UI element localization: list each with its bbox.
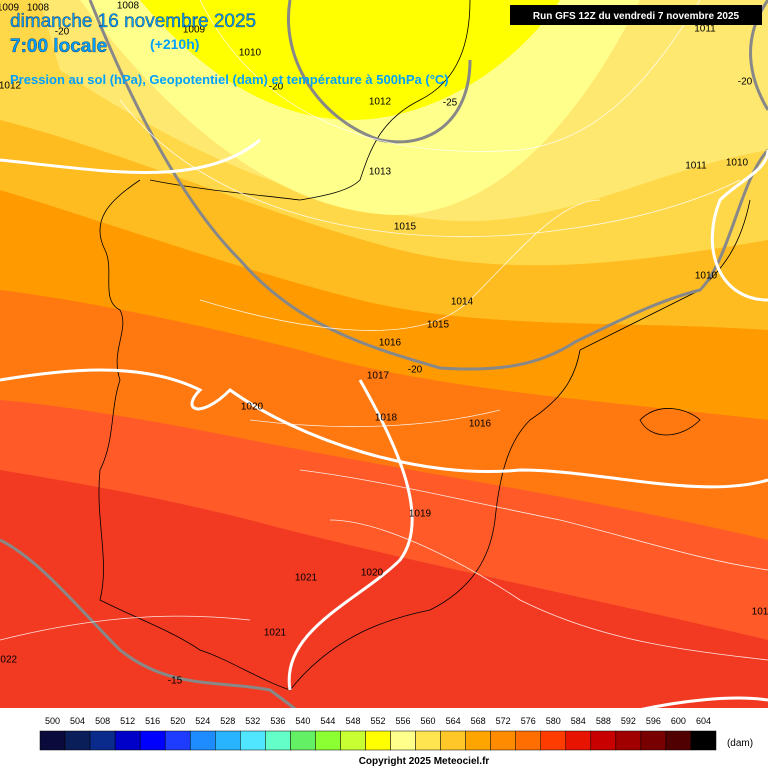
- colorbar-tick-label: 508: [95, 716, 110, 726]
- colorbar-tick-label: 528: [220, 716, 235, 726]
- colorbar-swatch: [365, 730, 391, 751]
- colorbar-tick-label: 576: [521, 716, 536, 726]
- isobar-lines-main: [0, 138, 768, 768]
- colorbar-swatch: [89, 730, 116, 751]
- colorbar-tick-label: 536: [270, 716, 285, 726]
- colorbar-tick-label: 544: [320, 716, 335, 726]
- colorbar-swatch: [640, 730, 667, 751]
- pressure-label: 1010: [726, 158, 749, 169]
- map-title: dimanche 16 novembre 2025: [10, 11, 256, 32]
- temperature-label: -20: [738, 77, 753, 88]
- pressure-label: 1009: [183, 25, 206, 36]
- forecast-time: 7:00 locale: [10, 36, 107, 57]
- pressure-label: 1019: [409, 509, 432, 520]
- pressure-label: 1012: [369, 97, 392, 108]
- temperature-label: -20: [408, 365, 423, 376]
- colorbar-swatch: [265, 730, 291, 751]
- colorbar-tick-label: 556: [396, 716, 411, 726]
- colorbar-tick-label: 524: [195, 716, 210, 726]
- colorbar-swatch: [114, 730, 141, 751]
- pressure-label: 1016: [379, 338, 402, 349]
- pressure-label: 1022: [0, 655, 18, 666]
- colorbar-swatch: [615, 730, 642, 751]
- colorbar-swatch: [240, 730, 266, 751]
- pressure-label: 1015: [427, 320, 450, 331]
- colorbar-tick-label: 552: [370, 716, 385, 726]
- colorbar-swatch: [515, 730, 541, 751]
- colorbar-swatch: [39, 730, 66, 751]
- colorbar-swatch: [565, 730, 592, 751]
- copyright: Copyright 2025 Meteociel.fr: [359, 756, 490, 767]
- colorbar-tick-label: 540: [295, 716, 310, 726]
- run-box: [510, 5, 762, 25]
- temperature-label: -20: [55, 27, 70, 38]
- colorbar-tick-label: 512: [120, 716, 135, 726]
- colorbar-swatch: [440, 730, 466, 751]
- temperature-label: -20: [269, 82, 284, 93]
- temperature-label: -25: [443, 98, 458, 109]
- pressure-label: 1020: [361, 568, 384, 579]
- colorbar-swatch: [465, 730, 491, 751]
- colorbar-tick-label: 516: [145, 716, 160, 726]
- pressure-label: 1016: [469, 419, 492, 430]
- pressure-label: 1017: [367, 371, 390, 382]
- pressure-label: 1010: [695, 271, 718, 282]
- temperature-label: -15: [168, 676, 183, 687]
- colorbar-tick-label: 600: [671, 716, 686, 726]
- pressure-label: 1018: [375, 413, 398, 424]
- pressure-label: 1012: [0, 81, 22, 92]
- pressure-label: 1015: [394, 222, 417, 233]
- pressure-label: 101: [752, 607, 768, 618]
- colorbar-swatch: [64, 730, 91, 751]
- colorbar-swatch: [215, 730, 241, 751]
- colorbar-tick-label: 584: [571, 716, 586, 726]
- pressure-label: 1014: [451, 297, 474, 308]
- pressure-label: 1011: [685, 161, 707, 172]
- colorbar-tick-label: 532: [245, 716, 260, 726]
- colorbar-tick-label: 564: [446, 716, 461, 726]
- pressure-label: 1021: [264, 628, 287, 639]
- colorbar-tick-label: 580: [546, 716, 561, 726]
- pressure-label: 1013: [369, 167, 392, 178]
- colorbar-tick-label: 548: [345, 716, 360, 726]
- colorbar-tick-label: 560: [421, 716, 436, 726]
- colorbar-swatch: [139, 730, 166, 751]
- colorbar-tick-label: 572: [496, 716, 511, 726]
- colorbar-swatch: [490, 730, 516, 751]
- colorbar-swatch: [164, 730, 191, 751]
- pressure-label: 1008: [27, 3, 50, 14]
- pressure-label: 1021: [295, 573, 318, 584]
- colorbar-swatch: [189, 730, 216, 751]
- colorbar-tick-label: 504: [70, 716, 85, 726]
- colorbar-swatch: [540, 730, 567, 751]
- colorbar-swatch: [665, 730, 692, 751]
- pressure-label: 1011: [694, 24, 716, 35]
- run-info: Run GFS 12Z du vendredi 7 novembre 2025: [533, 11, 740, 22]
- colorbar-swatch: [390, 730, 416, 751]
- colorbar-swatch: [340, 730, 366, 751]
- colorbar-tick-label: 592: [621, 716, 636, 726]
- colorbar-swatch: [315, 730, 341, 751]
- colorbar-swatch: [415, 730, 441, 751]
- colorbar-swatch: [590, 730, 617, 751]
- colorbar: 500 504 508 512 516 520 524 528 532 536 540 544 548 5…: [39, 716, 717, 751]
- colorbar-tick-label: 568: [471, 716, 486, 726]
- colorbar-tick-label: 604: [696, 716, 711, 726]
- colorbar-tick-label: 596: [646, 716, 661, 726]
- colorbar-tick-label: 588: [596, 716, 611, 726]
- isobar-lines: [0, 0, 768, 661]
- pressure-label: 1009: [0, 3, 20, 14]
- colorbar-tick-label: 500: [45, 716, 60, 726]
- colorbar-tick-label: 520: [170, 716, 185, 726]
- colorbar-swatch: [290, 730, 316, 751]
- pressure-label: 1020: [241, 402, 264, 413]
- lead-time: (+210h): [150, 36, 199, 52]
- colorbar-unit: (dam): [727, 738, 753, 749]
- pressure-label: 1008: [117, 1, 140, 12]
- colorbar-swatch: [690, 730, 717, 751]
- map-subtitle: Pression au sol (hPa), Geopotentiel (dam…: [10, 72, 449, 87]
- pressure-label: 1010: [239, 48, 262, 59]
